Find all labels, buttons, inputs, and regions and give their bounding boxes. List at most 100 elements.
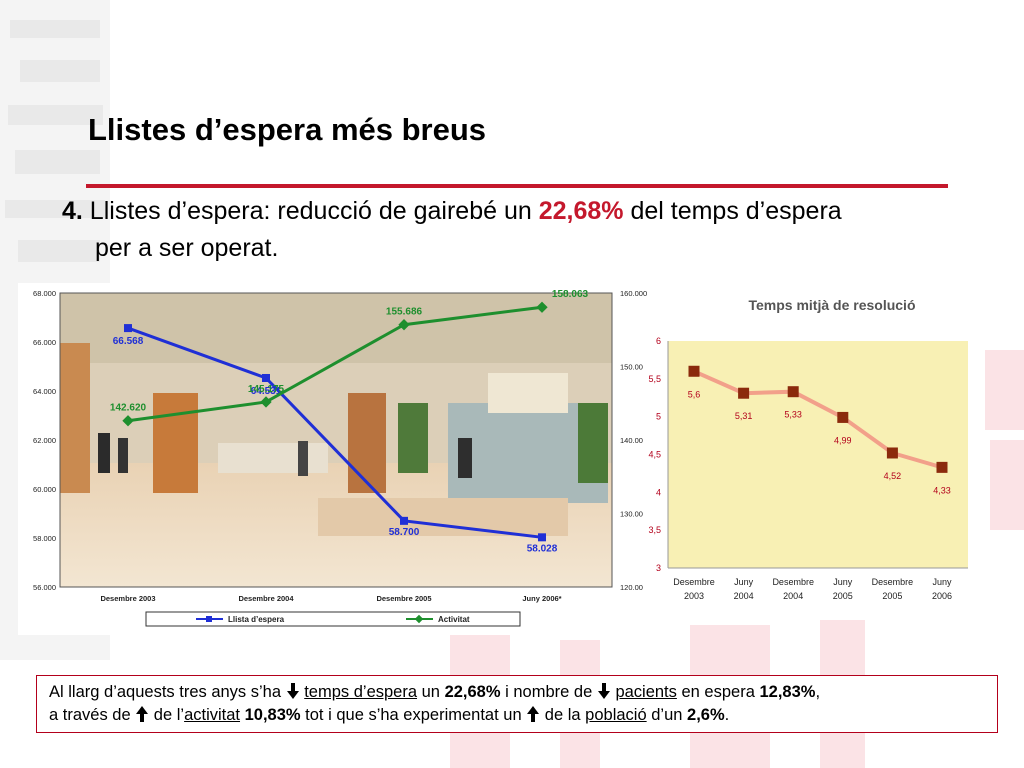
x-axis-tick-label: Desembre 2004 xyxy=(238,594,294,603)
waiting-list-point xyxy=(124,324,132,333)
activity-point xyxy=(398,319,410,331)
resolution-point xyxy=(738,387,750,399)
x-axis-tick-label: Juny xyxy=(932,577,952,587)
arrow-down-icon xyxy=(286,683,299,699)
right-axis-tick-label: 140.00 xyxy=(620,436,643,445)
chart-title: Temps mitjà de resolució xyxy=(748,297,915,313)
y-axis-tick-label: 4 xyxy=(656,487,661,497)
subtitle-text-pre: Llistes d’espera: reducció de gairebé un xyxy=(82,197,539,225)
note-text: i nombre de xyxy=(500,683,597,701)
subtitle-highlight: 22,68% xyxy=(538,197,624,225)
resolution-point xyxy=(787,386,799,398)
note-activity-value: 10,83% xyxy=(244,706,301,724)
note-text: en espera xyxy=(676,683,760,701)
note-activity: activitat xyxy=(184,706,241,724)
data-label: 58.700 xyxy=(389,527,420,538)
x-axis-tick-label: Juny 2006* xyxy=(522,594,561,603)
series-line-activity xyxy=(127,305,543,423)
subtitle-line-2: per a ser operat. xyxy=(95,234,279,262)
right-axis-tick-label: 120.00 xyxy=(620,583,643,592)
data-label: 66.568 xyxy=(113,336,144,347)
x-axis-tick-label: Desembre xyxy=(772,577,814,587)
x-axis-tick-label: Juny xyxy=(734,577,754,587)
series-line-waiting-list xyxy=(127,326,543,539)
arrow-down-icon xyxy=(597,683,610,699)
x-axis-tick-label: 2005 xyxy=(882,591,902,601)
summary-note: Al llarg d’aquests tres anys s’ha temps … xyxy=(36,675,998,733)
data-label: 58.028 xyxy=(527,543,558,554)
note-text: . xyxy=(724,706,730,724)
data-label: 5,6 xyxy=(688,389,701,399)
resolution-point xyxy=(837,411,849,423)
x-axis-tick-label: 2005 xyxy=(833,591,853,601)
y-axis-tick-label: 6 xyxy=(656,336,661,346)
subtitle-text-post: del temps d’espera xyxy=(623,197,842,225)
note-text: a través de xyxy=(49,706,136,724)
x-axis-tick-label: 2004 xyxy=(783,591,803,601)
data-label: 5,31 xyxy=(735,411,753,421)
y-axis-tick-label: 5,5 xyxy=(648,374,661,384)
arrow-up-icon xyxy=(136,706,149,722)
note-text: d’un xyxy=(646,706,688,724)
data-label: 4,33 xyxy=(933,485,951,495)
legend-label-activity: Activitat xyxy=(438,615,470,624)
y-axis-tick-label: 5 xyxy=(656,412,661,422)
note-patients: pacients xyxy=(615,683,677,701)
left-axis-tick-label: 58.000 xyxy=(33,534,56,543)
chart-legend: Llista d’espera Activitat xyxy=(145,611,521,627)
x-axis-tick-label: Desembre xyxy=(872,577,914,587)
waiting-list-point xyxy=(538,533,546,542)
title-underline xyxy=(86,184,948,188)
left-axis-tick-label: 62.000 xyxy=(33,436,56,445)
y-axis-tick-label: 4,5 xyxy=(648,450,661,460)
note-text: tot i que s’ha experimentat un xyxy=(300,706,527,724)
series-line-resolution-time xyxy=(693,369,943,470)
left-axis-tick-label: 68.000 xyxy=(33,289,56,298)
left-axis-tick-label: 66.000 xyxy=(33,338,56,347)
data-label: 4,52 xyxy=(884,471,902,481)
note-text: , xyxy=(815,683,821,701)
data-label: 145.175 xyxy=(248,384,285,395)
note-waiting-time-value: 22,68% xyxy=(444,683,501,701)
x-axis-tick-label: Juny xyxy=(833,577,853,587)
left-axis-tick-label: 56.000 xyxy=(33,583,56,592)
x-axis-tick-label: Desembre 2005 xyxy=(376,594,431,603)
legend-label-waiting-list: Llista d’espera xyxy=(228,615,285,624)
note-patients-value: 12,83% xyxy=(759,683,816,701)
x-axis-tick-label: 2006 xyxy=(932,591,952,601)
resolution-point xyxy=(688,365,700,377)
note-waiting-time: temps d’espera xyxy=(304,683,418,701)
data-label: 158.063 xyxy=(552,289,589,300)
note-text: de l’ xyxy=(149,706,185,724)
left-axis-tick-label: 64.000 xyxy=(33,387,56,396)
lobby-photo-background xyxy=(60,293,612,587)
note-text: Al llarg d’aquests tres anys s’ha xyxy=(49,683,286,701)
x-axis-tick-label: Desembre 2003 xyxy=(100,594,155,603)
x-axis-tick-label: Desembre xyxy=(673,577,715,587)
slide-subtitle: 4. Llistes d’espera: reducció de gairebé… xyxy=(62,193,962,267)
note-text: un xyxy=(417,683,445,701)
data-label: 142.620 xyxy=(110,403,147,414)
data-label: 5,33 xyxy=(784,410,802,420)
resolution-time-chart: Temps mitjà de resolució 6 5,5 5 4,5 4 3,5 3 D… xyxy=(648,297,968,601)
note-text: de la xyxy=(540,706,586,724)
note-population-value: 2,6% xyxy=(687,706,725,724)
arrow-up-icon xyxy=(527,706,540,722)
activity-point xyxy=(122,415,134,427)
resolution-point xyxy=(886,447,898,459)
item-number: 4. xyxy=(62,197,83,225)
left-axis-tick-label: 60.000 xyxy=(33,485,56,494)
waiting-list-point xyxy=(262,373,270,382)
waiting-list-activity-chart: 68.000 66.000 64.000 62.000 60.000 58.000 56.0… xyxy=(18,283,668,635)
data-label: 4,99 xyxy=(834,435,852,445)
right-axis-tick-label: 130.00 xyxy=(620,510,643,519)
note-population: població xyxy=(585,706,647,724)
x-axis-tick-label: 2004 xyxy=(734,591,754,601)
y-axis-tick-label: 3 xyxy=(656,563,661,573)
data-label: 155.686 xyxy=(386,307,423,318)
y-axis-tick-label: 3,5 xyxy=(648,525,661,535)
right-axis-tick-label: 150.00 xyxy=(620,363,643,372)
data-label: 64.531 xyxy=(251,386,282,397)
x-axis-tick-label: 2003 xyxy=(684,591,704,601)
resolution-point xyxy=(936,461,948,473)
